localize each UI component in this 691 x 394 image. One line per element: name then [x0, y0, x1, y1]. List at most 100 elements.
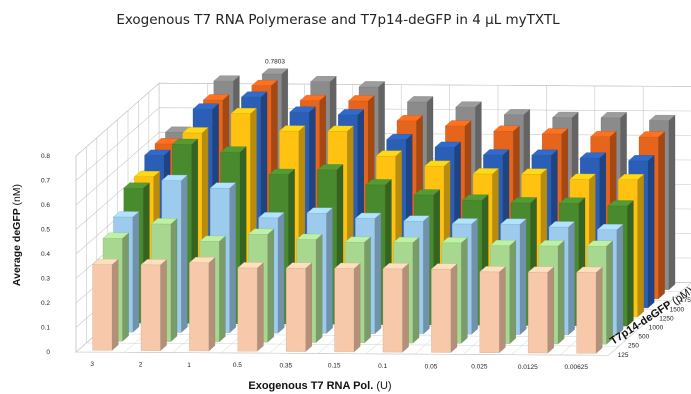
bar-top [586, 240, 613, 247]
x-tick-label: 0.0125 [518, 364, 538, 371]
bar-top [258, 212, 285, 219]
z-tick-label: 1000 [649, 324, 664, 331]
bar [334, 262, 361, 353]
bar-top [344, 236, 371, 243]
z-tick-label: 1250 [659, 315, 674, 322]
bar-top [541, 128, 569, 135]
bar-top [133, 171, 161, 177]
bar-top [241, 91, 268, 98]
y-tick-label: 0.8 [41, 153, 50, 160]
bar-top [165, 126, 192, 133]
bar-top [521, 168, 548, 175]
bar-top [251, 79, 278, 86]
bar-side [519, 218, 527, 335]
bar [92, 258, 119, 351]
x-tick-label: 0.15 [328, 363, 341, 370]
bar-top [638, 131, 665, 138]
bar-top [189, 257, 216, 263]
bar-top [237, 262, 264, 269]
bar-top [493, 125, 520, 132]
x-axis-label: Exogenous T7 RNA Pol. (U) [248, 380, 391, 392]
bar-top [538, 240, 565, 247]
bar-top [527, 266, 555, 273]
bar-top [279, 125, 306, 132]
bar-front [334, 268, 355, 353]
data-label: 0.7803 [265, 58, 285, 65]
bar-top [472, 168, 499, 175]
bar-side [305, 262, 312, 352]
bar-top [92, 258, 119, 265]
bar-top [579, 152, 607, 159]
bar-side [412, 236, 420, 344]
bar-top [113, 211, 140, 218]
bar-top [649, 114, 676, 121]
bar-side [277, 212, 285, 334]
bar [382, 263, 409, 353]
bar [527, 266, 555, 354]
bar-top [247, 228, 275, 235]
bar-top [151, 218, 178, 225]
bar-front [140, 264, 161, 351]
y-tick-label: 0.5 [41, 227, 50, 234]
bar [576, 266, 603, 354]
bars [92, 68, 676, 354]
bar-top [230, 107, 257, 114]
bar-top [531, 149, 558, 156]
bar-top [285, 262, 313, 269]
bar-top [503, 109, 531, 115]
bar-side [557, 240, 565, 345]
bar-top [451, 218, 479, 225]
x-tick-label: 1 [187, 362, 191, 369]
y-tick-label: 0.1 [41, 325, 50, 332]
bar-front [286, 268, 306, 352]
bar-top [559, 197, 586, 204]
bar-top [500, 218, 527, 225]
bar-side [568, 221, 575, 336]
bar-side [111, 258, 119, 351]
x-tick-label: 0.00625 [564, 364, 588, 371]
bar-side [627, 200, 634, 327]
bar-side [160, 259, 167, 352]
bar-front [576, 272, 597, 354]
y-axis-label-unit: (nM) [11, 184, 23, 206]
bar [189, 256, 216, 352]
bar-top [552, 111, 579, 118]
bar-top [171, 138, 199, 145]
y-axis-label: Average deGFP (nM) [11, 184, 23, 286]
bar-side [471, 218, 478, 335]
bar-top [365, 179, 392, 186]
bar-side [229, 182, 236, 334]
bar-front [92, 264, 113, 351]
bar-top [199, 235, 226, 242]
z-tick-label: 500 [638, 334, 649, 341]
bar-front [237, 267, 258, 352]
x-axis-ticks: 3 2 1 0.5 0.35 0.15 0.1 0.05 0.025 0.0125 0.00625 [90, 361, 588, 371]
bar-top [413, 189, 441, 196]
floor-gridline [75, 351, 609, 356]
y-axis-label-text: Average deGFP [11, 208, 23, 286]
bar-front [189, 262, 209, 352]
bar-top [220, 146, 247, 153]
bar-top [434, 141, 461, 148]
bar-top [123, 182, 150, 189]
bar-top [617, 174, 645, 180]
bar-side [450, 263, 458, 353]
bar-side [374, 212, 382, 335]
bar [140, 259, 167, 352]
bar-top [337, 109, 365, 116]
bar-top [386, 134, 413, 140]
y-tick-label: 0 [46, 349, 50, 356]
z-tick-label: 250 [628, 343, 639, 350]
bar-top [144, 149, 171, 156]
x-tick-label: 0.1 [378, 363, 387, 370]
bar-top [268, 168, 295, 175]
bar [479, 266, 506, 354]
bar-front [431, 268, 451, 353]
x-tick-label: 2 [139, 361, 143, 368]
bar-top [289, 106, 316, 113]
bar-side [499, 266, 506, 354]
bar-top [403, 215, 430, 222]
bar-top [192, 103, 219, 110]
x-tick-label: 0.025 [471, 364, 488, 371]
